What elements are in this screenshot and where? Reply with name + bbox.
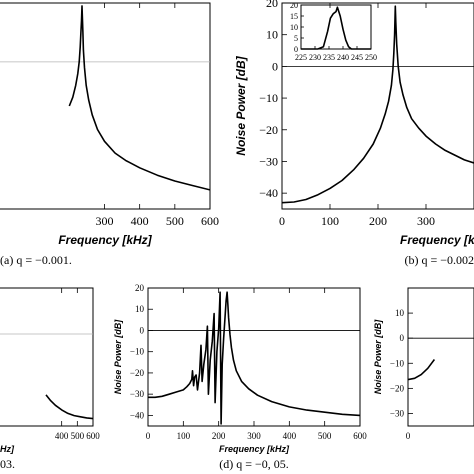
x-tick-label-c: 600 [86, 431, 100, 441]
x-axis-title-d: Frequency [kHz] [219, 444, 290, 454]
x-tick-label-d: 0 [146, 431, 151, 441]
inset-x-tick-label: 245 [351, 53, 363, 62]
y-tick-label-d: −30 [130, 389, 145, 399]
x-tick-label-a: 300 [96, 214, 114, 228]
inset-series-line [301, 6, 371, 50]
y-tick-label-b: −40 [259, 186, 278, 200]
y-tick-label-b: −10 [259, 91, 278, 105]
inset-y-tick-label: 20 [290, 1, 298, 10]
caption-b: (b) q = −0.002 [404, 253, 474, 267]
plot-frame-c [0, 287, 94, 427]
x-tick-label-b: 200 [369, 214, 387, 228]
plot-frame-e [407, 287, 474, 427]
inset-plot: 225 230 235 240 245 250 20 15 10 5 0 [290, 1, 377, 62]
panel-a: 300 400 500 600 Frequency [kHz] (a) q = −0.00… [0, 2, 219, 267]
inset-y-tick-label: 15 [290, 12, 298, 21]
y-tick-label-d: 10 [135, 304, 145, 314]
y-tick-label-d: 20 [135, 283, 145, 293]
caption-c: 03. [0, 457, 15, 471]
inset-x-tick-label: 225 [295, 53, 307, 62]
y-axis-title-e: Noise Power [dB] [373, 319, 383, 395]
y-tick-label-b: −30 [259, 154, 278, 168]
x-tick-label-d: 400 [283, 431, 297, 441]
y-tick-label-d: −40 [130, 410, 145, 420]
x-tick-label-e: 0 [406, 431, 411, 441]
panel-d: 0 100 200 300 400 500 60020100−10−20−30−40Freq… [113, 283, 367, 471]
y-tick-label-d: −20 [130, 368, 145, 378]
y-tick-label-e: 0 [400, 333, 405, 343]
inset-x-tick-label: 230 [309, 53, 321, 62]
inset-x-tick-label: 235 [323, 53, 335, 62]
y-axis-title-b: Noise Power [dB] [234, 55, 248, 155]
x-tick-label-a: 400 [131, 214, 149, 228]
y-tick-label-d: −10 [130, 347, 145, 357]
series-line-c [45, 394, 93, 420]
y-tick-label-e: −20 [390, 383, 405, 393]
y-tick-label-e: 10 [395, 308, 405, 318]
y-axis-title-d: Noise Power [dB] [113, 319, 123, 395]
series-line-a [68, 5, 210, 191]
x-tick-label-d: 300 [247, 431, 261, 441]
inset-x-tick-label: 250 [365, 53, 377, 62]
inset-y-tick-label: 10 [290, 23, 298, 32]
inset-x-tick-label: 240 [337, 53, 349, 62]
y-tick-label-d: 0 [140, 325, 145, 335]
series-line-e [408, 359, 436, 381]
x-axis-title-a: Frequency [kHz] [58, 233, 152, 247]
x-axis-title-b: Frequency [k [400, 233, 474, 247]
x-tick-label-b: 0 [279, 214, 285, 228]
y-tick-label-e: −30 [390, 408, 405, 418]
x-tick-label-d: 500 [318, 431, 332, 441]
x-tick-label-d: 200 [212, 431, 226, 441]
panel-e: 0 10 0 −10 −20 −30 Noise Power [dB] [373, 287, 474, 441]
y-tick-label-b: 0 [272, 59, 278, 73]
y-tick-label-b: 20 [266, 0, 278, 10]
x-tick-label-c: 400 [55, 431, 69, 441]
caption-a: (a) q = −0.001. [0, 253, 72, 267]
series-line-b [282, 5, 474, 204]
y-tick-label-b: 10 [266, 28, 278, 42]
caption-d: (d) q = −0, 05. [219, 457, 289, 471]
inset-y-tick-label: 5 [294, 34, 298, 43]
x-tick-label-b: 300 [417, 214, 435, 228]
x-tick-label-d: 600 [353, 431, 367, 441]
x-tick-label-d: 100 [177, 431, 191, 441]
x-tick-label-a: 600 [201, 214, 219, 228]
inset-y-tick-label: 0 [294, 45, 298, 54]
plot-frame-d [147, 287, 361, 427]
series-line-d [148, 291, 360, 425]
panel-c: 400 500 600 Hz] 03. [0, 287, 100, 471]
plot-frame-a [0, 2, 211, 210]
y-tick-label-e: −10 [390, 358, 405, 368]
x-axis-title-c: Hz] [0, 444, 15, 454]
plot-frame-b [281, 2, 474, 210]
x-tick-label-b: 100 [321, 214, 339, 228]
x-tick-label-c: 500 [71, 431, 85, 441]
x-tick-label-a: 500 [166, 214, 184, 228]
y-tick-label-b: −20 [259, 123, 278, 137]
